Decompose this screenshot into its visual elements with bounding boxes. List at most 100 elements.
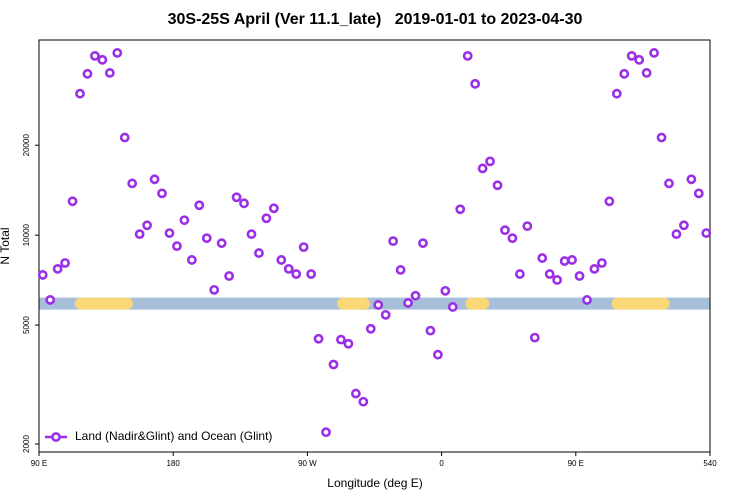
data-point: [328, 359, 339, 370]
data-point: [664, 178, 674, 189]
data-point: [365, 323, 376, 334]
data-point: [693, 188, 704, 199]
legend-label: Land (Nadir&Glint) and Ocean (Glint): [75, 429, 272, 443]
data-point: [500, 225, 510, 236]
data-point: [216, 238, 227, 249]
data-point: [45, 295, 56, 305]
data-point: [321, 427, 331, 438]
data-point: [425, 325, 436, 336]
data-point: [418, 238, 428, 249]
data-point: [298, 242, 309, 253]
data-point: [97, 54, 108, 65]
data-point: [127, 178, 138, 189]
data-point: [559, 256, 570, 266]
data-point: [596, 258, 607, 268]
data-point: [440, 285, 451, 296]
data-point: [403, 298, 413, 308]
data-point: [67, 196, 78, 207]
data-point: [52, 263, 63, 274]
data-point: [671, 229, 682, 240]
x-tick-label: 180: [167, 459, 181, 468]
data-point: [291, 269, 302, 279]
data-point: [343, 338, 354, 349]
data-point: [611, 88, 622, 99]
data-point: [358, 396, 369, 407]
data-point: [149, 174, 160, 185]
data-point: [224, 271, 235, 281]
data-point: [119, 132, 130, 143]
y-tick-label: 5000: [22, 316, 31, 334]
data-point: [254, 248, 264, 258]
data-point: [82, 68, 93, 79]
data-point: [507, 233, 518, 244]
data-point: [194, 200, 205, 211]
data-point: [75, 88, 85, 99]
data-point: [380, 309, 391, 320]
x-tick-label: 90 E: [568, 459, 584, 468]
data-point: [410, 290, 421, 301]
data-point: [336, 334, 346, 345]
y-tick-label: 20000: [22, 134, 31, 157]
data-point: [90, 50, 100, 61]
x-tick-label: 90 W: [298, 459, 317, 468]
data-point: [246, 229, 257, 240]
data-point: [589, 263, 600, 274]
data-point: [537, 253, 548, 263]
data-point: [186, 255, 197, 265]
y-tick-label: 10000: [22, 223, 31, 246]
data-point: [455, 204, 466, 215]
data-point: [172, 241, 182, 252]
x-tick-label: 0: [439, 459, 444, 468]
data-point: [567, 255, 577, 265]
data-point: [201, 233, 212, 244]
data-point: [686, 174, 697, 185]
data-point: [209, 284, 220, 295]
data-point: [649, 48, 659, 58]
legend-marker: [51, 432, 61, 442]
data-point: [619, 68, 630, 79]
data-point: [470, 78, 481, 89]
data-point: [514, 269, 525, 279]
data-point: [112, 48, 123, 58]
data-point: [142, 220, 153, 231]
data-point: [656, 132, 667, 143]
x-tick-label: 90 E: [31, 459, 47, 468]
land-segment: [611, 297, 670, 310]
x-tick-label: 540: [703, 459, 717, 468]
land-segment: [465, 297, 490, 310]
data-point: [313, 333, 324, 344]
data-point: [164, 228, 175, 238]
data-point: [604, 196, 615, 207]
data-point: [462, 50, 473, 61]
data-point: [231, 192, 242, 203]
data-point: [395, 265, 406, 275]
data-point: [306, 269, 317, 279]
data-point: [432, 349, 443, 360]
data-point: [179, 215, 190, 226]
chart-title: 30S-25S April (Ver 11.1_late) 2019-01-01…: [168, 11, 583, 28]
data-point: [477, 163, 488, 174]
data-point: [37, 270, 48, 280]
data-point: [626, 50, 637, 61]
y-tick-label: 2000: [22, 435, 31, 453]
data-point: [261, 213, 272, 224]
data-point: [239, 198, 249, 209]
data-point: [582, 295, 592, 305]
data-point: [104, 68, 115, 78]
land-segment: [74, 297, 133, 310]
data-point: [544, 269, 555, 279]
y-axis-label: N Total: [0, 227, 12, 264]
data-point: [388, 236, 399, 247]
plot-frame: [38, 39, 711, 453]
data-point: [60, 258, 70, 268]
data-point: [522, 221, 533, 232]
data-point: [492, 180, 503, 191]
land-segment: [337, 297, 371, 310]
data-point: [552, 275, 563, 285]
x-axis-label: Longitude (deg E): [327, 476, 422, 490]
data-point: [157, 188, 167, 199]
data-point: [634, 54, 645, 65]
data-point: [641, 68, 652, 78]
data-point: [529, 332, 540, 343]
